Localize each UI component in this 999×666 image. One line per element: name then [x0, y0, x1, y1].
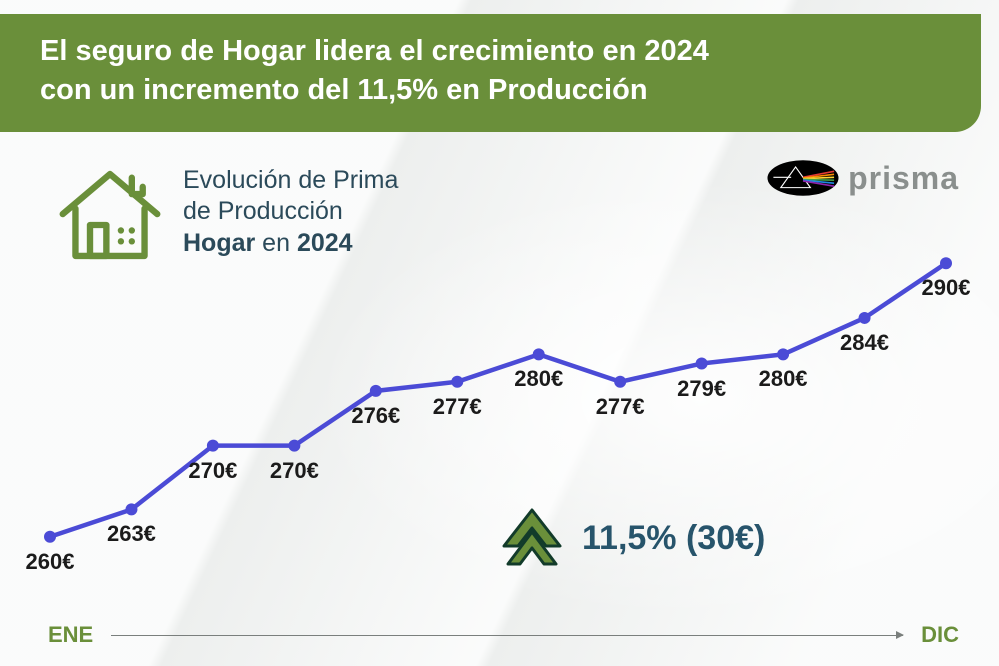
axis-line: [111, 635, 903, 636]
chart-marker: [696, 358, 708, 370]
chart-value-label: 260€: [26, 549, 75, 575]
headline-banner: El seguro de Hogar lidera el crecimiento…: [0, 14, 981, 132]
chart-marker: [207, 440, 219, 452]
growth-text: 11,5% (30€): [582, 519, 765, 558]
chart-value-label: 290€: [922, 275, 971, 301]
chart-value-label: 279€: [677, 376, 726, 402]
prisma-eye-icon: [766, 158, 840, 198]
axis-end-label: DIC: [921, 622, 959, 648]
chart-value-label: 276€: [351, 403, 400, 429]
chart-value-label: 263€: [107, 521, 156, 547]
headline-line1: El seguro de Hogar lidera el crecimiento…: [40, 35, 709, 67]
subtitle-part1: Evolución de Prima: [183, 166, 398, 194]
line-chart: 260€263€270€270€276€277€280€277€279€280€…: [30, 215, 966, 585]
up-arrow-icon: [500, 506, 564, 570]
chart-value-label: 280€: [759, 366, 808, 392]
headline-line2: con un incremento del 11,5% en Producció…: [40, 74, 648, 106]
prisma-logo: prisma: [766, 158, 959, 198]
chart-marker: [940, 257, 952, 269]
line-chart-svg: [30, 215, 966, 585]
chart-marker: [370, 385, 382, 397]
chart-marker: [44, 531, 56, 543]
chart-marker: [859, 312, 871, 324]
chart-value-label: 277€: [596, 394, 645, 420]
chart-marker: [125, 503, 137, 515]
growth-callout: 11,5% (30€): [500, 506, 765, 570]
x-axis: ENE DIC: [48, 622, 959, 648]
chart-value-label: 277€: [433, 394, 482, 420]
chart-marker: [451, 376, 463, 388]
chart-marker: [614, 376, 626, 388]
chart-value-label: 270€: [270, 458, 319, 484]
chart-marker: [533, 348, 545, 360]
chart-value-label: 284€: [840, 330, 889, 356]
chart-value-label: 280€: [514, 366, 563, 392]
prisma-logo-text: prisma: [848, 160, 959, 197]
chart-value-label: 270€: [188, 458, 237, 484]
axis-start-label: ENE: [48, 622, 93, 648]
chart-marker: [288, 440, 300, 452]
chart-marker: [777, 348, 789, 360]
